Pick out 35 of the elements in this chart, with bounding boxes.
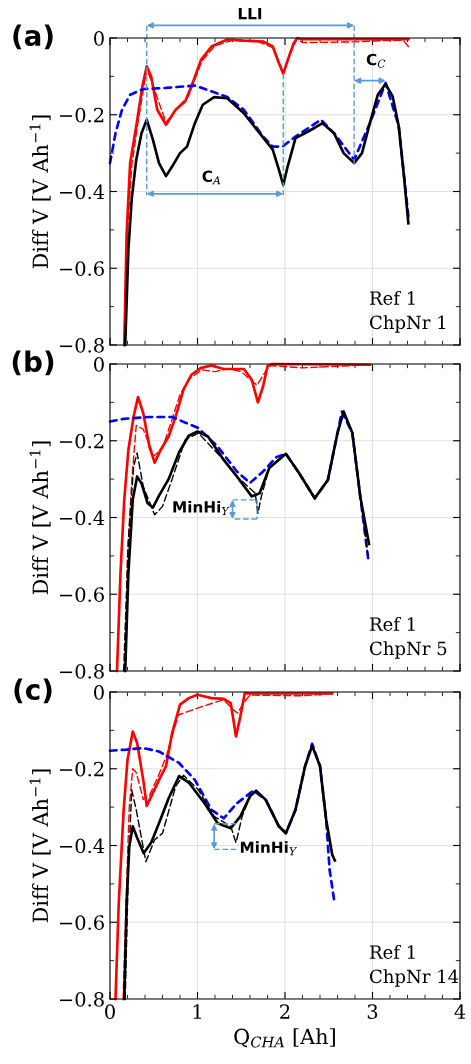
y-tick-label: −0.2 — [59, 107, 104, 123]
y-tick-label: −0.8 — [59, 991, 104, 1007]
x-tick-label: 3 — [367, 1004, 378, 1019]
x-tick-label: 4 — [454, 1004, 466, 1019]
y-axis-title: Diff V [V Ah$^{−1}$] — [29, 769, 51, 923]
y-tick-label: −0.8 — [59, 337, 104, 353]
annotation: MinHi$_{Y}$ — [173, 500, 230, 515]
y-tick-label: −0.4 — [59, 184, 105, 200]
y-tick-label: 0 — [94, 684, 104, 700]
annotation: C$_{C}$ — [366, 53, 386, 68]
text: LLI — [238, 8, 262, 20]
y-tick-label: −0.6 — [59, 915, 104, 930]
y-tick-label: −0.2 — [59, 761, 104, 777]
y-axis-title: Diff V [V Ah$^{−1}$] — [29, 115, 51, 269]
annotation: Ref 1 ChpNr 1 — [370, 290, 446, 333]
x-tick-label: 2 — [280, 1004, 290, 1019]
y-tick-label: −0.6 — [59, 261, 104, 276]
y-tick-label: −0.2 — [59, 433, 104, 449]
annotation: Ref 1 ChpNr 5 — [370, 616, 447, 659]
y-tick-label: −0.8 — [59, 663, 104, 679]
chart-title: (a) — [13, 24, 53, 50]
x-axis-title: Q$_{CHA}$ [Ah] — [234, 1028, 335, 1048]
y-tick-label: 0 — [94, 356, 104, 372]
y-axis-title: Diff V [V Ah$^{−1}$] — [29, 441, 51, 595]
y-tick-label: −0.6 — [59, 587, 104, 602]
chart-title: (b) — [12, 350, 54, 376]
annotation: MinHi$_{Y}$ — [240, 841, 297, 856]
y-tick-label: −0.4 — [59, 838, 105, 854]
annotation: C$_{A}$ — [202, 170, 221, 185]
x-tick-label: 1 — [193, 1004, 201, 1019]
annotation: Ref 1 ChpNr 14 — [370, 944, 459, 987]
chart-title: (c) — [14, 678, 52, 704]
x-tick-label: 0 — [105, 1004, 115, 1019]
y-tick-label: −0.4 — [59, 510, 105, 526]
y-tick-label: 0 — [94, 30, 104, 46]
